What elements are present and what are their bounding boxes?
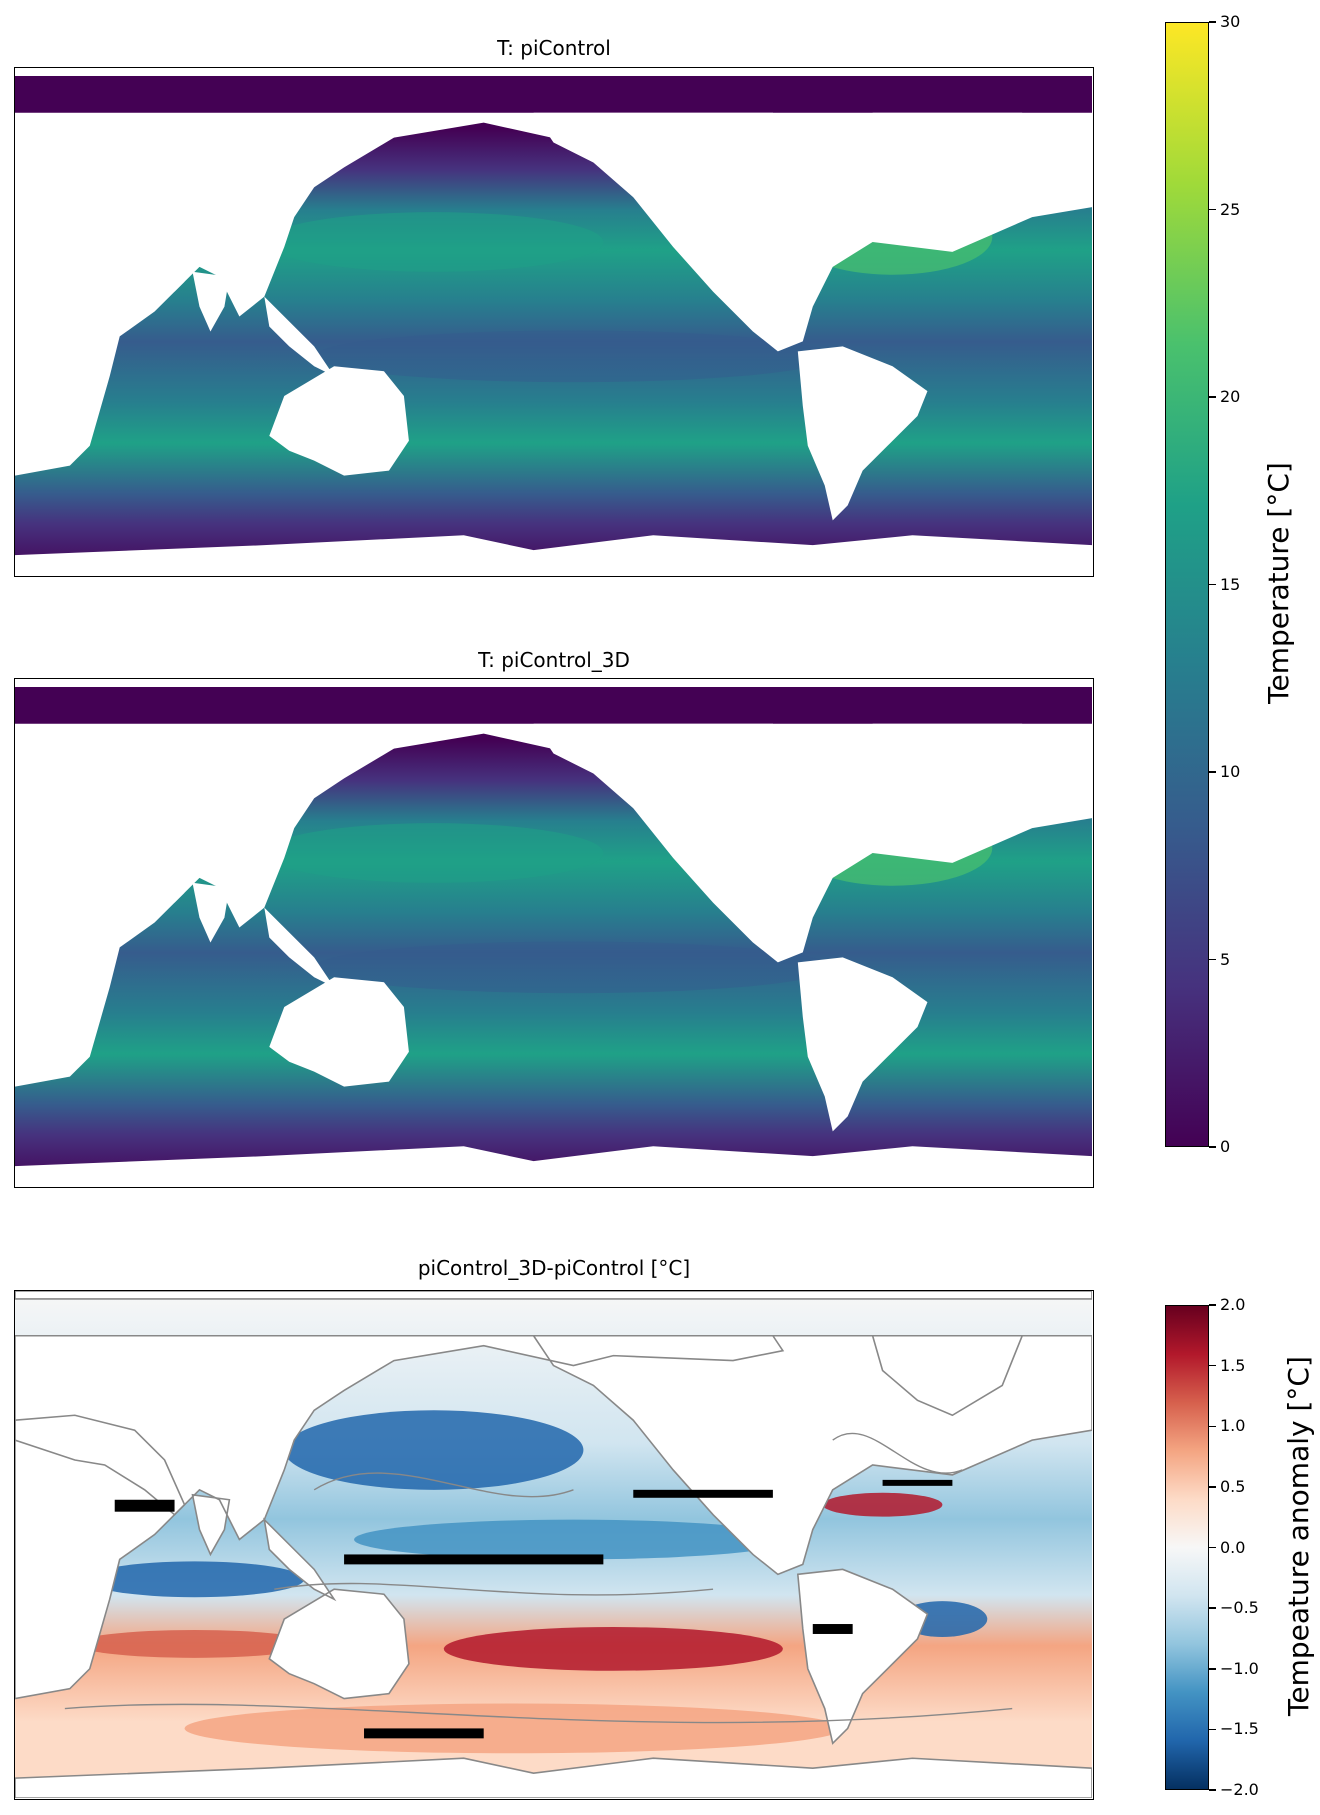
anomaly-colorbar-tickmark [1209,1304,1216,1306]
anomaly-colorbar-tick-label: 0.5 [1220,1476,1246,1496]
temperature-colorbar-tick-label: 25 [1220,199,1241,219]
temperature-colorbar-tickmark [1209,771,1216,773]
anomaly-colorbar-tick-label: 2.0 [1220,1295,1246,1314]
land-se-asia [264,1519,335,1600]
temperature-colorbar-tick-label: 10 [1220,762,1241,781]
coast-contour-antarctica [15,1757,1092,1798]
land-se-asia [264,296,335,377]
anomaly-colorbar-tick-label: −1.0 [1220,1658,1259,1678]
land-arctic-land [15,68,1092,76]
isoline-0 [313,1472,574,1498]
coast-contour-australia [268,1588,410,1700]
coast-contour-se-asia [263,1517,337,1602]
anomaly-s-indian-warm [74,1629,315,1658]
coast-contour-eurasia [15,1334,785,1541]
land-india [192,1494,230,1555]
stipple-band-2 [114,1499,175,1512]
panel1-map [14,67,1094,577]
stipple-band-3 [364,1728,484,1739]
temperature-colorbar-tick-label: 5 [1220,949,1231,969]
temperature-colorbar [1165,22,1209,1147]
equatorial-pacific-cool-band [314,330,833,383]
temperature-colorbar-tick-label: 20 [1220,387,1241,406]
anomaly-colorbar-tickmark [1209,1668,1216,1670]
temperature-colorbar-tick-label: 15 [1220,574,1241,594]
anomaly-colorbar-tickmark [1209,1486,1216,1488]
land-greenland [872,112,1023,193]
kuroshio-warm-region [264,823,604,883]
anomaly-colorbar-tick-label: −1.5 [1220,1719,1259,1739]
anomaly-colorbar-tickmark [1209,1546,1216,1549]
anomaly-colorbar [1165,1305,1209,1790]
land-india [192,882,230,943]
anomaly-colorbar-tickmark [1209,1364,1216,1367]
land-eurasia [15,723,783,928]
stipple-band-5 [882,1479,953,1486]
anomaly-indian-ocean-cold [84,1561,305,1598]
temperature-colorbar-tickmark [1209,208,1216,211]
land-greenland [872,723,1023,804]
temperature-colorbar-tickmark [1209,958,1216,961]
temperature-colorbar-tick-label: 30 [1220,12,1241,31]
panel3-map [14,1290,1094,1800]
temperature-colorbar-tickmark [1209,396,1216,398]
anomaly-colorbar-tickmark [1209,1425,1216,1427]
land-eurasia [15,1335,783,1540]
stipple-band-4 [812,1624,853,1634]
isoline-2 [64,1703,1013,1724]
temperature-colorbar-tickmark [1209,1146,1216,1148]
kuroshio-warm-region [264,212,604,272]
anomaly-colorbar-tick-label: 1.0 [1220,1416,1246,1436]
panel3-title: piControl_3D-piControl [°C] [417,1256,691,1280]
equatorial-pacific-cool-band [314,941,833,994]
temperature-colorbar-tick-label: 0 [1220,1137,1231,1156]
coast-contour-s-america [796,1568,929,1745]
land-arctic-land [15,679,1092,687]
anomaly-colorbar-tick-label: 1.5 [1220,1355,1246,1375]
anomaly-colorbar-tick-label: 0.0 [1220,1537,1246,1557]
anomaly-colorbar-tick-label: −0.5 [1220,1598,1259,1618]
land-antarctica [15,1758,1092,1798]
anomaly-colorbar-tickmark [1209,1789,1216,1791]
stipple-band-0 [344,1554,604,1565]
temperature-colorbar-tickmark [1209,21,1216,23]
coast-contour-greenland [871,1334,1024,1417]
temperature-colorbar-label: Temperature [°C] [1262,462,1295,704]
anomaly-southern-ocean-warm [184,1703,843,1754]
land-s-america [797,346,928,521]
anomaly-colorbar-tickmark [1209,1728,1216,1731]
land-australia [269,977,409,1087]
land-antarctica [15,1146,1092,1186]
land-se-asia [264,907,335,988]
anomaly-n-atlantic-warm [822,1492,943,1517]
land-australia [269,1589,409,1699]
land-arctic-land [15,1291,1092,1299]
land-eurasia [15,112,783,317]
land-s-america [797,1569,928,1744]
land-antarctica [15,535,1092,575]
isoline-1 [274,1582,714,1596]
land-india [192,271,230,332]
coast-contour-n-america [532,1334,1092,1576]
anomaly-colorbar-tick-label: −2.0 [1220,1780,1259,1799]
coast-contour-india [191,1493,231,1557]
anomaly-s-pacific-warm [443,1627,783,1671]
stipple-band-1 [633,1489,773,1498]
land-australia [269,366,409,476]
panel2-title: T: piControl_3D [478,648,630,672]
anomaly-north-pacific-cold [284,1410,584,1490]
anomaly-colorbar-tickmark [1209,1607,1216,1609]
panel1-title: T: piControl [497,36,611,60]
anomaly-colorbar-label: Tempeature anomaly [°C] [1282,1356,1315,1716]
temperature-colorbar-tickmark [1209,583,1216,586]
isoline-3 [832,1432,963,1474]
coast-contour-africa [15,1414,186,1700]
anomaly-equatorial-pacific-cold [354,1519,793,1560]
panel2-map [14,678,1094,1188]
land-s-america [797,957,928,1132]
